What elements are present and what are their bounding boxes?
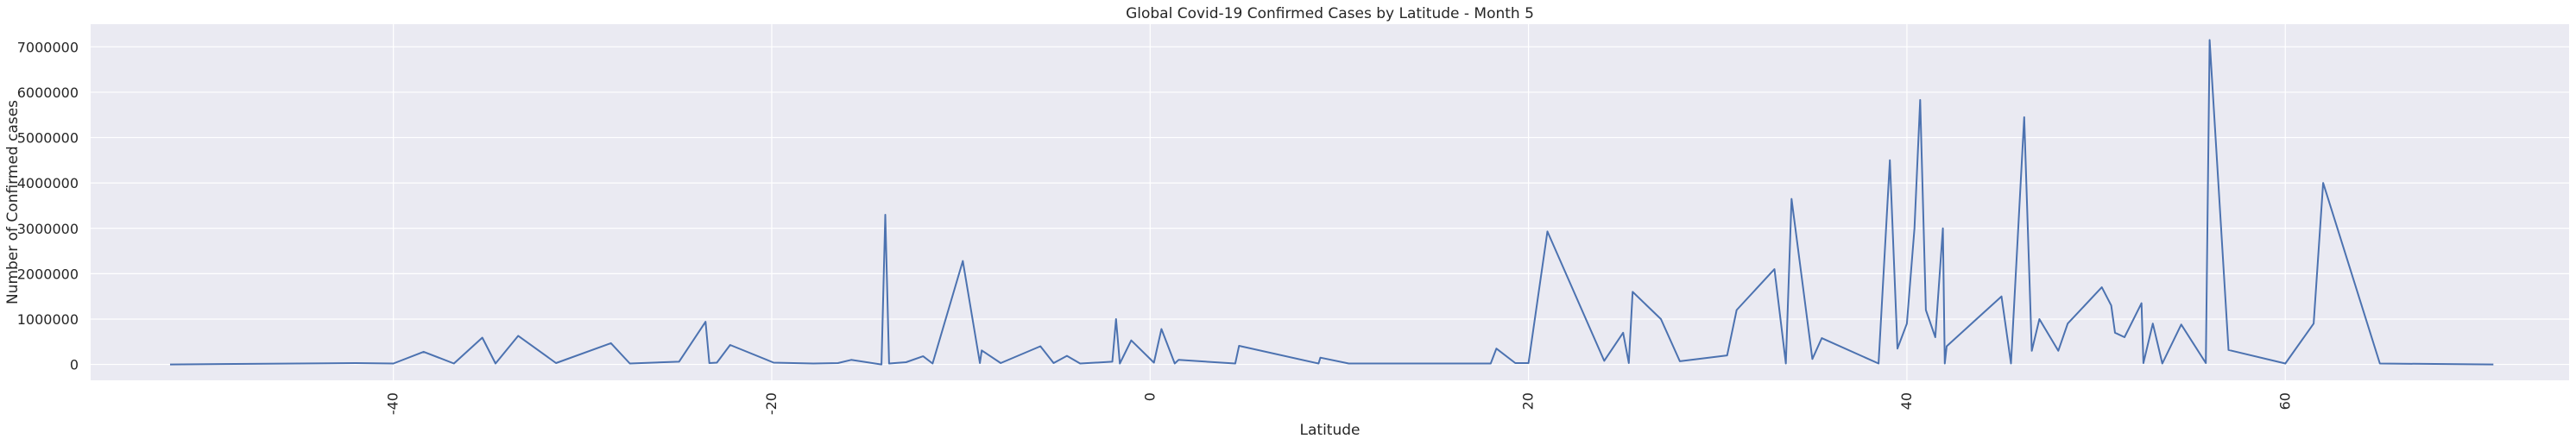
x-tick-label: 60 xyxy=(2276,392,2293,410)
y-tick-label: 5000000 xyxy=(17,130,79,147)
x-tick-labels: -40 -20 0 20 40 60 xyxy=(385,392,2294,415)
x-tick-label: -20 xyxy=(763,392,780,415)
y-tick-label: 4000000 xyxy=(17,175,79,191)
y-tick-label: 1000000 xyxy=(17,311,79,328)
y-tick-label: 7000000 xyxy=(17,39,79,55)
x-gridlines xyxy=(393,24,2286,380)
y-axis-title: Number of Confirmed cases xyxy=(4,100,22,304)
y-tick-label: 0 xyxy=(70,357,79,373)
x-tick-label: 40 xyxy=(1898,392,1915,410)
series-line xyxy=(169,39,2494,366)
y-tick-label: 6000000 xyxy=(17,85,79,101)
x-axis-title: Latitude xyxy=(1300,422,1361,439)
y-gridlines xyxy=(91,46,2569,366)
y-tick-labels: 0 1000000 2000000 3000000 4000000 5000000 6000… xyxy=(17,39,79,373)
y-tick-label: 3000000 xyxy=(17,221,79,237)
x-tick-label: -40 xyxy=(385,392,401,415)
x-tick-label: 20 xyxy=(1520,392,1537,410)
y-tick-label: 2000000 xyxy=(17,266,79,282)
chart-title: Global Covid-19 Confirmed Cases by Latit… xyxy=(1126,5,1534,22)
x-tick-label: 0 xyxy=(1141,392,1158,401)
plot-area xyxy=(91,24,2569,380)
series-group xyxy=(169,39,2494,366)
